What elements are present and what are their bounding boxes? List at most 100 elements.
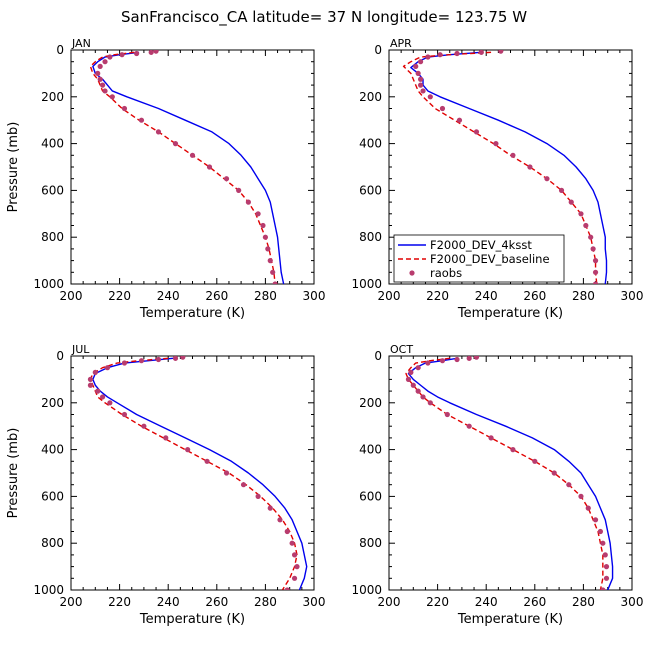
raobs-point <box>95 70 101 76</box>
x-tick-label: 200 <box>60 289 83 303</box>
raobs-point <box>410 382 416 388</box>
raobs-point <box>478 50 484 55</box>
x-tick-label: 300 <box>303 289 326 303</box>
raobs-point <box>585 505 591 511</box>
y-tick-label: 200 <box>41 90 64 104</box>
raobs-point <box>272 281 278 284</box>
raobs-point <box>498 50 504 54</box>
y-tick-label: 0 <box>374 349 382 363</box>
y-tick-label: 1000 <box>351 277 382 291</box>
plot-area <box>87 356 308 590</box>
y-tick-label: 800 <box>41 230 64 244</box>
raobs-point <box>583 222 589 229</box>
series-line-f2000-dev-baseline <box>405 357 604 590</box>
raobs-point <box>405 376 412 382</box>
raobs-point <box>141 423 147 429</box>
raobs-point <box>294 564 300 570</box>
raobs-point <box>107 54 113 60</box>
y-tick-label: 600 <box>41 183 64 197</box>
x-tick-label: 280 <box>254 595 277 609</box>
raobs-point <box>107 400 113 406</box>
raobs-point <box>551 470 557 476</box>
y-tick-label: 400 <box>41 443 64 457</box>
raobs-point <box>592 258 599 264</box>
y-tick-label: 1000 <box>33 277 64 291</box>
x-tick-label: 300 <box>621 595 644 609</box>
x-tick-label: 300 <box>621 289 644 303</box>
legend-entry-label: F2000_DEV_4ksst <box>430 238 532 252</box>
raobs-point <box>204 458 210 464</box>
raobs-point <box>466 423 472 429</box>
x-tick-label: 280 <box>254 289 277 303</box>
plot-area <box>405 356 614 590</box>
raobs-point <box>473 356 480 360</box>
raobs-point <box>121 411 128 418</box>
x-tick-label: 240 <box>157 289 180 303</box>
y-tick-label: 400 <box>41 137 64 151</box>
raobs-point <box>255 493 261 499</box>
raobs-point <box>289 540 295 546</box>
raobs-point <box>104 365 111 371</box>
series-line-f2000-dev-baseline <box>89 51 276 284</box>
legend-entry-label: F2000_DEV_baseline <box>430 252 550 266</box>
x-tick-label: 260 <box>523 289 546 303</box>
raobs-point <box>185 447 191 453</box>
series-line-f2000-dev-baseline <box>89 357 298 590</box>
plot-frame <box>70 355 315 591</box>
raobs-point <box>102 59 108 65</box>
raobs-point <box>109 94 115 100</box>
panel-month-label: APR <box>390 37 412 50</box>
plot-area <box>402 50 608 284</box>
raobs-point <box>134 50 140 57</box>
raobs-point <box>592 269 599 275</box>
raobs-point <box>566 482 572 488</box>
series-line-f2000-dev-4ksst <box>92 357 308 590</box>
y-tick-label: 800 <box>359 536 382 550</box>
raobs-point <box>420 88 426 94</box>
raobs-point <box>454 50 460 57</box>
raobs-point <box>427 94 433 100</box>
raobs-point <box>260 222 266 229</box>
raobs-point <box>102 88 108 94</box>
raobs-point <box>415 70 421 76</box>
y-tick-label: 1000 <box>33 583 64 597</box>
raobs-point <box>138 117 145 123</box>
raobs-point <box>473 129 480 135</box>
x-tick-label: 220 <box>426 289 449 303</box>
x-axis-label: Temperature (K) <box>139 612 245 627</box>
raobs-point <box>87 382 94 388</box>
y-tick-label: 0 <box>56 43 64 57</box>
raobs-point <box>510 152 516 158</box>
raobs-point <box>437 52 443 58</box>
plot-area <box>89 50 285 284</box>
x-tick-label: 220 <box>426 595 449 609</box>
raobs-point <box>597 528 604 535</box>
raobs-point <box>592 517 599 523</box>
raobs-point <box>236 187 242 193</box>
raobs-point <box>415 365 421 371</box>
raobs-point <box>417 59 424 65</box>
raobs-point <box>590 246 596 252</box>
raobs-point <box>544 176 550 182</box>
raobs-point <box>592 281 599 284</box>
panel-jul: 200 220 240 260 280 300 0 200 400 600 800 1000 Tempe… <box>6 343 325 627</box>
raobs-point <box>408 369 414 375</box>
raobs-point <box>155 129 162 135</box>
raobs-point <box>265 246 271 252</box>
y-tick-label: 600 <box>359 489 382 503</box>
x-tick-label: 240 <box>475 289 498 303</box>
raobs-point <box>532 458 538 464</box>
y-tick-label: 400 <box>359 137 382 151</box>
raobs-point <box>245 199 251 205</box>
panel-month-label: JAN <box>71 37 91 50</box>
raobs-point <box>138 358 145 364</box>
raobs-point <box>121 360 128 366</box>
y-tick-label: 800 <box>359 230 382 244</box>
x-tick-label: 300 <box>303 595 326 609</box>
panel-oct: 200 220 240 260 280 300 0 200 400 600 800 1000 Tempe… <box>351 343 643 627</box>
raobs-point <box>284 528 290 535</box>
plot-frame <box>388 355 633 591</box>
x-tick-label: 260 <box>523 595 546 609</box>
